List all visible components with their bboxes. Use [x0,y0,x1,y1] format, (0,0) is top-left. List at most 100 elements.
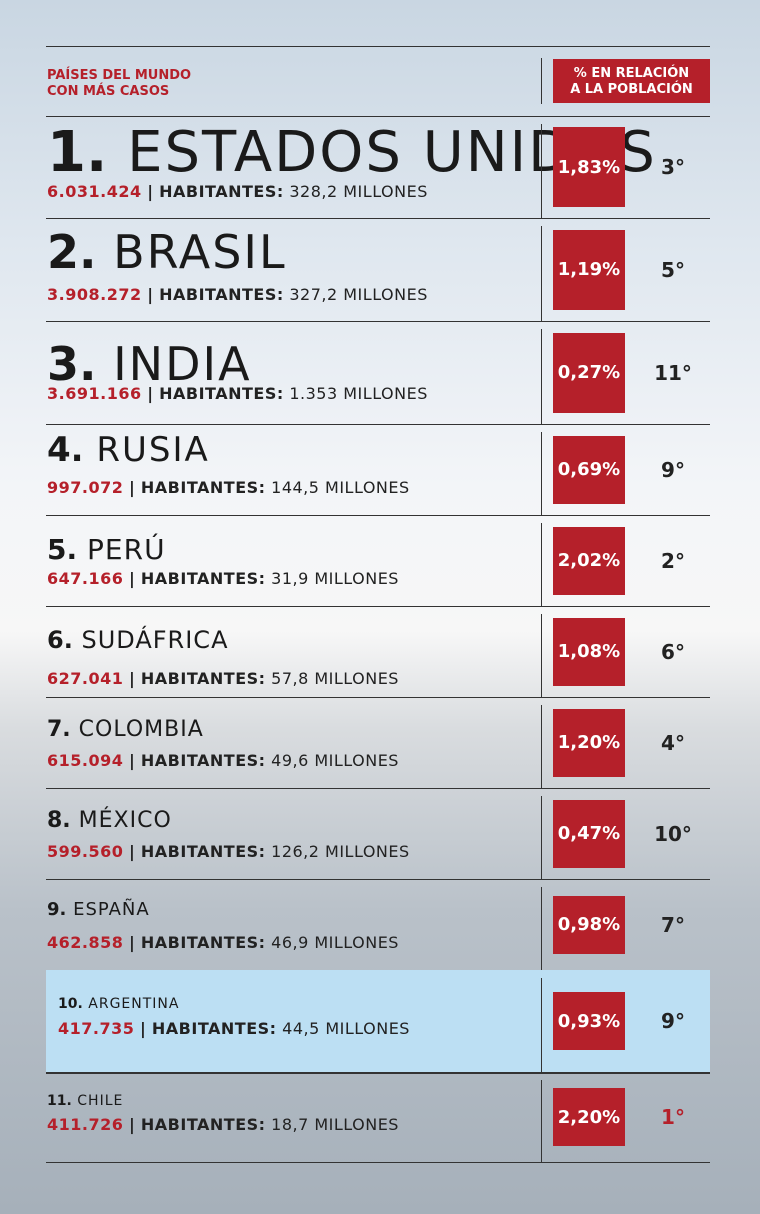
rank: 5. [47,533,78,566]
data-line: 647.166 | HABITANTES: 31,9 MILLONES [47,571,399,587]
cases: 599.560 [47,842,124,861]
country-line: 11. CHILE [47,1094,123,1108]
divider [541,124,542,218]
rule [46,879,710,880]
population: 18,7 MILLONES [271,1115,399,1134]
population: 328,2 MILLONES [289,182,428,201]
rule [46,788,710,789]
position: 2° [661,548,685,573]
cases: 411.726 [47,1115,124,1134]
country: BRASIL [113,225,287,279]
data-line: 627.041 | HABITANTES: 57,8 MILLONES [47,671,399,687]
country-line: 8. MÉXICO [47,810,172,832]
divider [541,523,542,606]
country-line: 9. ESPAÑA [47,901,150,919]
percent-box: 1,83% [553,127,625,207]
divider [541,432,542,515]
rank: 6. [47,626,73,654]
percent-box: 0,47% [553,799,625,868]
separator: | [147,384,154,403]
percent-box: 0,98% [553,895,625,954]
inhabitants-label: HABITANTES: [140,1115,266,1134]
percent: 1,20% [557,732,621,753]
position: 5° [661,257,685,282]
separator: | [128,569,136,588]
population: 31,9 MILLONES [271,569,399,588]
divider [541,978,542,1072]
data-line: 997.072 | HABITANTES: 144,5 MILLONES [47,480,410,496]
population: 1.353 MILLONES [289,384,428,403]
country-line: 4. RUSIA [47,433,210,467]
position: 7° [641,915,705,935]
data-line: 3.691.166 | HABITANTES: 1.353 MILLONES [47,386,428,402]
divider [541,705,542,788]
population: 46,9 MILLONES [271,933,399,952]
percent-box: 0,27% [553,332,625,413]
percent: 0,27% [557,362,621,383]
inhabitants-label: HABITANTES: [151,1019,277,1038]
country-line: 6. SUDÁFRICA [47,628,228,652]
percent-box: 0,93% [553,992,625,1050]
separator: | [128,478,136,497]
data-line: 3.908.272 | HABITANTES: 327,2 MILLONES [47,287,428,303]
position: 4° [641,733,705,753]
left-title: CON MÁS CASOS [47,84,170,99]
inhabitants-label: HABITANTES: [140,751,266,770]
rank: 4. [47,430,84,470]
country-line: 7. COLOMBIA [47,719,204,741]
cases: 615.094 [47,751,124,770]
data-line: 6.031.424 | HABITANTES: 328,2 MILLONES [47,184,428,200]
percent-box: 0,69% [553,435,625,504]
position: 9° [661,457,685,482]
cases: 417.735 [58,1019,135,1038]
position: 2° [641,551,705,571]
rule [46,46,710,47]
cases: 627.041 [47,669,124,688]
inhabitants-label: HABITANTES: [140,842,266,861]
rule [46,697,710,698]
country: INDIA [113,337,252,391]
inhabitants-label: HABITANTES: [159,384,284,403]
percent: 2,20% [557,1106,621,1128]
rank: 10. [58,996,83,1012]
percent-box: 2,02% [553,526,625,595]
cases: 462.858 [47,933,124,952]
divider [541,1080,542,1162]
inhabitants-label: HABITANTES: [159,182,284,201]
population: 327,2 MILLONES [289,285,428,304]
position: 1° [641,1107,705,1127]
rule [46,606,710,607]
rule [46,424,710,425]
position: 5° [641,260,705,280]
rule [46,116,710,117]
data-line: 599.560 | HABITANTES: 126,2 MILLONES [47,844,410,860]
cases: 3.908.272 [47,285,142,304]
inhabitants-label: HABITANTES: [159,285,284,304]
population: 126,2 MILLONES [271,842,410,861]
separator: | [147,285,154,304]
position: 9° [661,1009,685,1033]
position: 1° [661,1105,685,1129]
data-line: 615.094 | HABITANTES: 49,6 MILLONES [47,753,399,769]
country: ESPAÑA [73,899,150,920]
rank: 2. [47,225,97,279]
rank: 7. [47,717,71,742]
percent-box: 1,19% [553,229,625,310]
country: CHILE [77,1093,124,1109]
position: 6° [661,639,685,664]
position: 3° [641,157,705,177]
percent: 0,69% [557,459,621,480]
percent: 1,83% [557,156,621,178]
position: 10° [641,824,705,844]
country-line: 3. INDIA [47,341,252,387]
separator: | [128,842,136,861]
right-title: % EN RELACIÓN [573,66,690,81]
position: 6° [641,642,705,662]
country-line: 2. BRASIL [47,229,287,275]
right-title: A LA POBLACIÓN [570,82,693,97]
position: 9° [641,460,705,480]
divider [541,887,542,970]
rank: 1. [47,120,108,185]
divider [541,614,542,697]
inhabitants-label: HABITANTES: [140,569,266,588]
